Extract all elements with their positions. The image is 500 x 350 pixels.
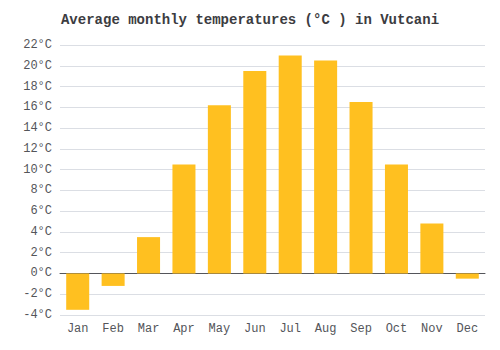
svg-text:20°C: 20°C [23, 59, 52, 73]
svg-text:10°C: 10°C [23, 163, 52, 177]
svg-text:14°C: 14°C [23, 121, 52, 135]
svg-text:Oct: Oct [386, 322, 408, 336]
svg-text:4°C: 4°C [30, 225, 52, 239]
svg-text:Mar: Mar [138, 322, 160, 336]
svg-text:0°C: 0°C [30, 266, 52, 280]
svg-text:6°C: 6°C [30, 204, 52, 218]
svg-text:-4°C: -4°C [23, 308, 52, 322]
svg-text:18°C: 18°C [23, 80, 52, 94]
svg-text:12°C: 12°C [23, 142, 52, 156]
svg-text:16°C: 16°C [23, 100, 52, 114]
svg-text:Nov: Nov [421, 322, 443, 336]
svg-text:Feb: Feb [102, 322, 124, 336]
svg-text:22°C: 22°C [23, 38, 52, 52]
svg-text:Jan: Jan [67, 322, 89, 336]
svg-text:-2°C: -2°C [23, 287, 52, 301]
svg-text:Average monthly temperatures (: Average monthly temperatures (°C ) in Vu… [61, 12, 439, 28]
svg-text:Jun: Jun [244, 322, 266, 336]
svg-text:Dec: Dec [456, 322, 478, 336]
svg-text:Aug: Aug [315, 322, 337, 336]
svg-text:Jul: Jul [279, 322, 301, 336]
svg-text:May: May [209, 322, 231, 336]
svg-text:Sep: Sep [350, 322, 372, 336]
svg-text:8°C: 8°C [30, 183, 52, 197]
svg-text:Apr: Apr [173, 322, 195, 336]
svg-text:2°C: 2°C [30, 246, 52, 260]
